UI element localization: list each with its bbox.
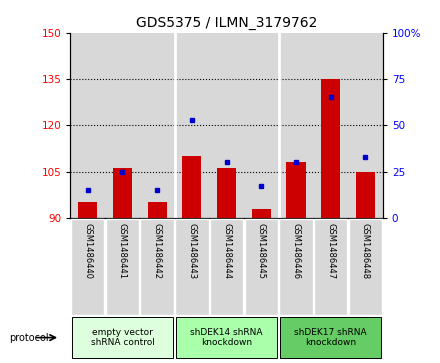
Text: GSM1486447: GSM1486447 (326, 223, 335, 279)
Text: GSM1486441: GSM1486441 (118, 223, 127, 279)
Bar (217, 168, 236, 218)
FancyBboxPatch shape (210, 219, 243, 315)
Text: GSM1486442: GSM1486442 (153, 223, 161, 279)
Bar (252, 208, 271, 218)
Text: GSM1486443: GSM1486443 (187, 223, 196, 279)
Text: GSM1486445: GSM1486445 (257, 223, 266, 279)
FancyBboxPatch shape (106, 219, 139, 315)
FancyBboxPatch shape (71, 219, 104, 315)
FancyBboxPatch shape (279, 219, 313, 315)
Text: shDEK17 shRNA
knockdown: shDEK17 shRNA knockdown (294, 328, 367, 347)
FancyBboxPatch shape (280, 317, 381, 358)
Bar (286, 162, 305, 218)
Title: GDS5375 / ILMN_3179762: GDS5375 / ILMN_3179762 (136, 16, 317, 30)
Bar (356, 171, 375, 218)
Text: GSM1486448: GSM1486448 (361, 223, 370, 279)
Text: shDEK14 shRNA
knockdown: shDEK14 shRNA knockdown (191, 328, 263, 347)
Bar (182, 156, 202, 218)
Bar (113, 168, 132, 218)
FancyBboxPatch shape (72, 317, 173, 358)
FancyBboxPatch shape (175, 219, 209, 315)
FancyBboxPatch shape (349, 219, 382, 315)
FancyBboxPatch shape (176, 317, 277, 358)
Text: empty vector
shRNA control: empty vector shRNA control (91, 328, 154, 347)
Text: protocol: protocol (9, 333, 48, 343)
FancyBboxPatch shape (140, 219, 174, 315)
Bar (148, 202, 167, 218)
Text: GSM1486444: GSM1486444 (222, 223, 231, 279)
FancyBboxPatch shape (314, 219, 348, 315)
Text: GSM1486446: GSM1486446 (292, 223, 301, 279)
Bar (321, 79, 340, 218)
Bar (78, 202, 97, 218)
FancyBboxPatch shape (245, 219, 278, 315)
Text: GSM1486440: GSM1486440 (83, 223, 92, 279)
